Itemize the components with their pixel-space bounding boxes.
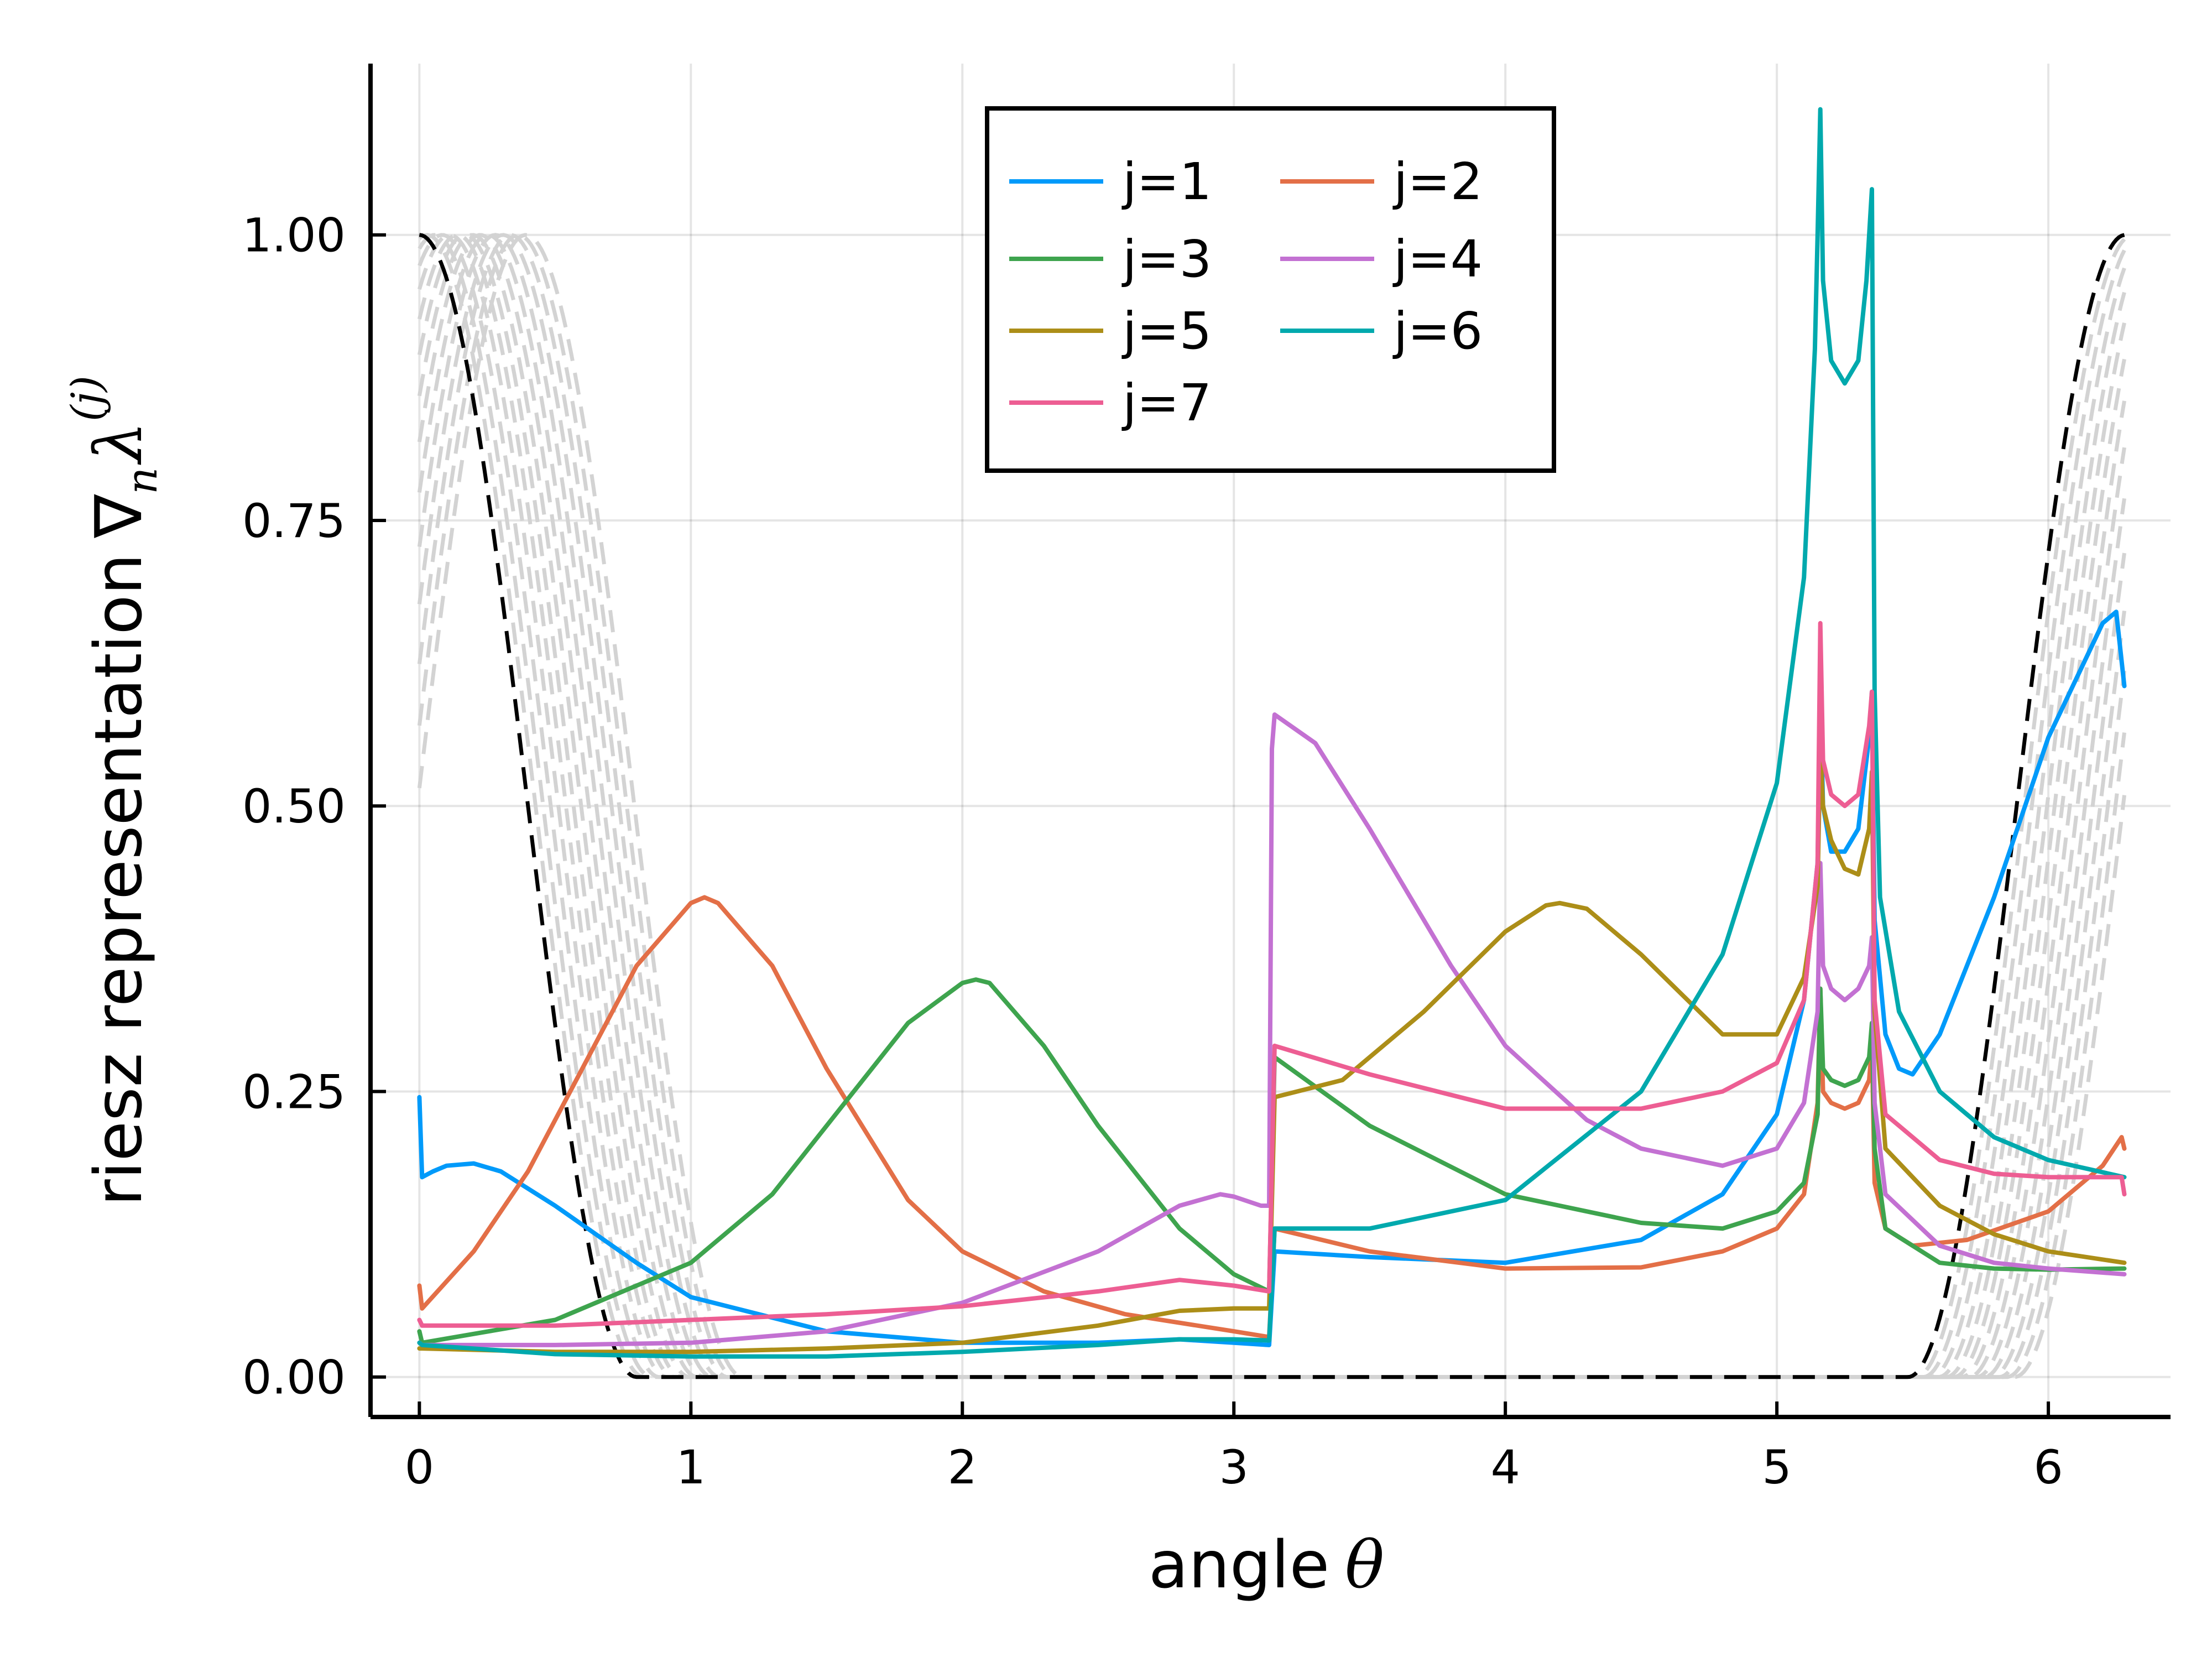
legend-label-j3: j=3 <box>1121 230 1212 289</box>
y-axis-subscript: n <box>117 467 166 494</box>
series-line-j7 <box>417 621 2127 1328</box>
x-tick-label: 5 <box>1762 1440 1791 1494</box>
y-tick-label: 0.25 <box>242 1065 346 1119</box>
y-tick-label: 0.00 <box>242 1351 346 1405</box>
series-line-j1 <box>417 609 2127 1347</box>
legend: j=1 j=2 j=3 j=4 j=5 j=6 j=7 <box>985 106 1556 473</box>
legend-label-j7: j=7 <box>1121 373 1212 433</box>
y-tick-label: 0.50 <box>242 779 346 833</box>
x-tick-label: 2 <box>948 1440 977 1494</box>
y-axis-title-text: riesz representation <box>80 554 156 1206</box>
series-line-j6 <box>417 107 2127 1359</box>
y-axis-title: riesz representation ∇nλ(j) <box>62 376 166 1206</box>
legend-label-j1: j=1 <box>1121 152 1212 211</box>
data-series <box>417 107 2127 1359</box>
y-axis-lambda-symbol: λ <box>80 421 156 465</box>
legend-label-j5: j=5 <box>1121 301 1212 361</box>
y-tick-label: 1.00 <box>242 209 346 263</box>
basis-functions <box>417 233 2126 1379</box>
x-axis-title-text: angle <box>1149 1526 1329 1603</box>
x-tick-label: 1 <box>676 1440 706 1494</box>
x-tick-label: 3 <box>1219 1440 1248 1494</box>
legend-label-j2: j=2 <box>1392 152 1483 211</box>
series-line-j2 <box>417 895 2127 1340</box>
x-tick-label: 0 <box>405 1440 434 1494</box>
legend-box <box>985 106 1556 473</box>
y-tick-label: 0.75 <box>242 494 346 548</box>
x-tick-label: 4 <box>1490 1440 1520 1494</box>
basis-function-gray <box>417 233 2126 1379</box>
x-tick-label: 6 <box>2033 1440 2063 1494</box>
y-axis-title-group: riesz representation ∇nλ(j) <box>62 376 166 1206</box>
legend-label-j4: j=4 <box>1392 230 1483 289</box>
legend-label-j6: j=6 <box>1392 301 1483 361</box>
x-axis-symbol: θ <box>1345 1526 1384 1603</box>
axes <box>368 64 2171 1419</box>
tick-labels: 0 1 2 3 4 5 6 0.00 0.25 0.50 0.75 1.00 <box>242 209 2063 1494</box>
basis-function-black <box>419 233 2125 1379</box>
x-axis-title: angle θ <box>1149 1526 1384 1603</box>
y-axis-superscript: (j) <box>62 376 111 421</box>
y-axis-nabla-symbol: ∇ <box>80 494 156 539</box>
